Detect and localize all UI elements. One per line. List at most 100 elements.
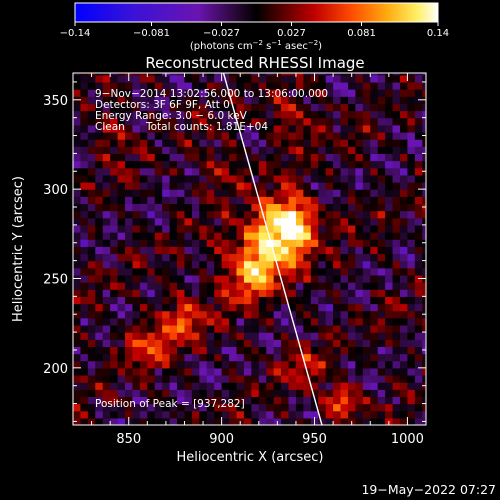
heatmap-cell xyxy=(184,339,193,347)
heatmap-cell xyxy=(362,353,371,362)
heatmap-cell xyxy=(199,124,208,133)
heatmap-cell xyxy=(325,317,334,326)
heatmap-cell xyxy=(273,139,282,147)
heatmap-cell xyxy=(362,189,371,197)
heatmap-cell xyxy=(243,324,252,333)
heatmap-cell xyxy=(87,181,96,190)
colorbar-tick-label: 0.027 xyxy=(277,28,306,39)
heatmap-cell xyxy=(191,117,200,126)
heatmap-cell xyxy=(184,203,193,212)
heatmap-cell xyxy=(266,289,275,297)
heatmap-cell xyxy=(95,203,104,212)
heatmap-cell xyxy=(399,346,409,355)
heatmap-cell xyxy=(377,339,386,347)
heatmap-cell xyxy=(221,303,230,312)
heatmap-cell xyxy=(392,210,401,219)
heatmap-cell xyxy=(310,110,319,119)
heatmap-cell xyxy=(399,410,409,419)
heatmap-cell xyxy=(199,181,208,190)
heatmap-cell xyxy=(407,332,416,340)
heatmap-cell xyxy=(87,403,96,412)
heatmap-cell xyxy=(117,89,126,97)
heatmap-cell xyxy=(206,160,215,169)
heatmap-cell xyxy=(385,181,394,190)
heatmap-cell xyxy=(377,174,386,183)
heatmap-cell xyxy=(266,96,275,104)
heatmap-cell xyxy=(236,224,245,233)
heatmap-cell xyxy=(110,360,119,369)
heatmap-cell xyxy=(117,260,126,269)
heatmap-cell xyxy=(258,89,267,97)
heatmap-cell xyxy=(117,253,126,262)
heatmap-cell xyxy=(184,246,193,255)
heatmap-cell xyxy=(310,160,319,169)
heatmap-cell xyxy=(229,81,238,90)
heatmap-cell xyxy=(407,353,416,362)
heatmap-cell xyxy=(102,224,111,233)
heatmap-cell xyxy=(392,239,401,247)
heatmap-cell xyxy=(191,382,200,390)
heatmap-cell xyxy=(295,74,304,83)
heatmap-cell xyxy=(214,346,223,355)
heatmap-cell xyxy=(117,131,126,140)
heatmap-cell xyxy=(355,260,364,269)
heatmap-cell xyxy=(236,203,245,212)
heatmap-cell xyxy=(206,410,215,419)
heatmap-cell xyxy=(422,232,426,240)
heatmap-cell xyxy=(199,274,208,283)
heatmap-cell xyxy=(177,410,186,419)
heatmap-cell xyxy=(355,160,364,169)
heatmap-cell xyxy=(199,110,208,119)
heatmap-cell xyxy=(95,117,104,126)
heatmap-cell xyxy=(295,139,304,147)
heatmap-cell xyxy=(347,253,356,262)
heatmap-cell xyxy=(281,232,290,240)
heatmap-cell xyxy=(266,403,275,412)
heatmap-cell xyxy=(295,160,304,169)
heatmap-cell xyxy=(73,253,82,262)
heatmap-cell xyxy=(162,239,171,247)
heatmap-cell xyxy=(281,274,290,283)
heatmap-cell xyxy=(214,353,223,362)
heatmap-cell xyxy=(147,110,156,119)
heatmap-cell xyxy=(117,310,126,319)
heatmap-cell xyxy=(139,224,148,233)
heatmap-cell xyxy=(295,203,304,212)
heatmap-cell xyxy=(377,274,386,283)
heatmap-cell xyxy=(251,374,260,383)
heatmap-cell xyxy=(318,332,327,340)
heatmap-cell xyxy=(251,339,260,347)
heatmap-cell xyxy=(95,296,104,305)
heatmap-cell xyxy=(325,289,334,297)
heatmap-cell xyxy=(177,239,186,247)
heatmap-cell xyxy=(258,196,267,205)
heatmap-cell xyxy=(295,317,304,326)
heatmap-cell xyxy=(110,74,119,83)
heatmap-cell xyxy=(125,396,134,405)
heatmap-cell xyxy=(422,189,426,197)
heatmap-cell xyxy=(214,232,223,240)
heatmap-cell xyxy=(295,310,304,319)
heatmap-cell xyxy=(125,131,134,140)
heatmap-cell xyxy=(347,174,356,183)
heatmap-cell xyxy=(95,89,104,97)
colorbar-tick-label: −0.14 xyxy=(60,28,91,39)
heatmap-cell xyxy=(377,353,386,362)
heatmap-cell xyxy=(407,96,416,104)
heatmap-cell xyxy=(266,239,275,247)
heatmap-cell xyxy=(340,396,349,405)
heatmap-cell xyxy=(251,332,260,340)
heatmap-cell xyxy=(184,239,193,247)
heatmap-cell xyxy=(392,367,401,376)
heatmap-cell xyxy=(125,153,134,162)
heatmap-cell xyxy=(362,360,371,369)
heatmap-cell xyxy=(229,203,238,212)
heatmap-cell xyxy=(132,367,141,376)
heatmap-cell xyxy=(102,353,111,362)
heatmap-cell xyxy=(73,282,82,290)
heatmap-cell xyxy=(117,189,126,197)
heatmap-cell xyxy=(318,410,327,419)
heatmap-cell xyxy=(414,181,423,190)
heatmap-cell xyxy=(333,196,342,205)
heatmap-cell xyxy=(295,232,304,240)
